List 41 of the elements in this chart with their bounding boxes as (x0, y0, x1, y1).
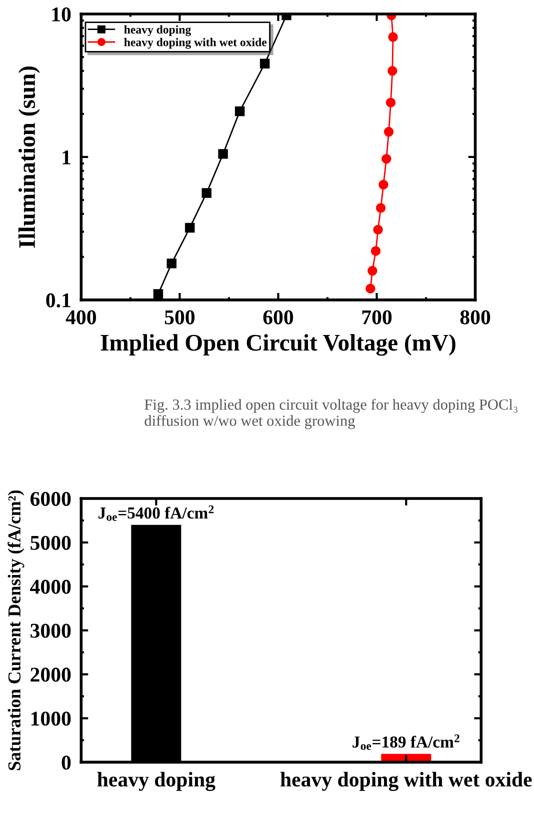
point (166, 258, 176, 268)
caption: Fig. 3.3 implied open circuit voltage for heavy doping POCl₃ diffusion w/wo wet oxide growing (144, 398, 518, 430)
point (202, 188, 212, 198)
legend-label: heavy doping with wet oxide (124, 38, 267, 49)
y-tick-label: 0.1 (46, 293, 70, 308)
point (378, 180, 388, 190)
y-tick-label: 5000 (30, 536, 71, 550)
y-axis-title: Saturation Current Density (fA/cm²) (8, 490, 24, 770)
annotation: J$_{oe}$=5400 fA/cm$^{2}$ (98, 505, 214, 521)
x-tick-label: 700 (362, 310, 392, 324)
x-tick-label: 500 (164, 310, 195, 324)
x-axis-title: Implied Open Circuit Voltage (mV) (100, 334, 456, 356)
point (366, 284, 376, 294)
point (234, 106, 245, 116)
point (184, 222, 195, 233)
y-axis-title: Illumination (sun) (18, 66, 40, 248)
point (373, 224, 383, 235)
y-tick-label: 4000 (30, 580, 71, 594)
point (388, 32, 398, 42)
point (218, 149, 228, 159)
y-tick-label: 3000 (30, 624, 71, 638)
point (384, 126, 394, 137)
point (153, 289, 164, 299)
y-tick-label: 10 (52, 7, 71, 22)
legend-label: heavy doping (124, 25, 191, 36)
point (382, 154, 392, 164)
y-tick-label: 0 (62, 756, 71, 770)
annotation: J$_{oe}$=189 fA/cm$^{2}$ (352, 734, 460, 750)
point (368, 266, 378, 276)
x-tick-label: 800 (460, 310, 490, 324)
point (370, 246, 381, 256)
x-tick-label: 400 (66, 310, 96, 324)
y-tick-label: 1 (62, 150, 70, 164)
y-tick-label: 1000 (31, 712, 71, 726)
point (386, 98, 396, 108)
y-tick-label: 6000 (30, 492, 71, 506)
point (376, 203, 386, 213)
point (260, 58, 270, 68)
point (388, 66, 398, 76)
y-tick-label: 2000 (30, 668, 71, 682)
x-tick-label: 600 (263, 310, 294, 324)
